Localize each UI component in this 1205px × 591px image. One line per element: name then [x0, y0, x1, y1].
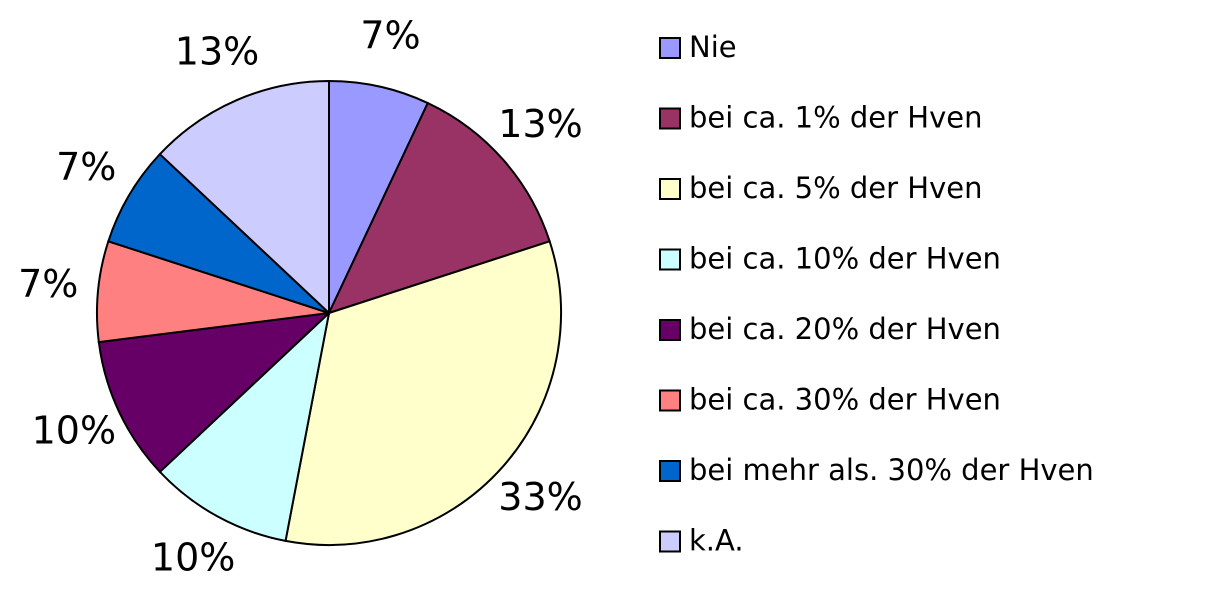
pie-slice	[158, 310, 331, 543]
legend-swatch	[659, 107, 681, 130]
legend-swatch	[659, 460, 681, 482]
slice-label: 7%	[56, 145, 116, 189]
slice-label: 7%	[18, 262, 78, 306]
pie-slice	[97, 311, 332, 474]
legend-swatch	[659, 248, 681, 271]
legend-swatch	[659, 389, 681, 412]
legend-label: bei ca. 5% der Hven	[689, 171, 982, 205]
slice-label: 10%	[32, 409, 116, 453]
pie-slice	[158, 79, 330, 316]
pie-slice	[96, 240, 330, 344]
legend-label: bei mehr als. 30% der Hven	[689, 453, 1094, 487]
legend-swatch	[659, 530, 681, 553]
legend-swatch	[659, 319, 681, 341]
slice-label: 10%	[151, 536, 235, 580]
slice-label: 13%	[175, 30, 259, 74]
legend-swatch	[659, 37, 681, 59]
pie-slice	[327, 101, 551, 315]
legend-label: k.A.	[689, 524, 744, 558]
slice-label: 7%	[360, 13, 420, 57]
legend-label: bei ca. 30% der Hven	[689, 383, 1001, 417]
pie-slice	[328, 79, 430, 314]
legend-swatch	[659, 178, 681, 200]
pie-slice	[284, 240, 562, 546]
legend-label: bei ca. 1% der Hven	[689, 101, 982, 135]
slice-label: 33%	[498, 475, 582, 519]
legend-label: Nie	[689, 30, 737, 64]
slice-label: 13%	[498, 102, 582, 146]
legend-label: bei ca. 10% der Hven	[689, 242, 1001, 276]
pie-slice	[107, 152, 330, 314]
legend-label: bei ca. 20% der Hven	[689, 312, 1001, 346]
